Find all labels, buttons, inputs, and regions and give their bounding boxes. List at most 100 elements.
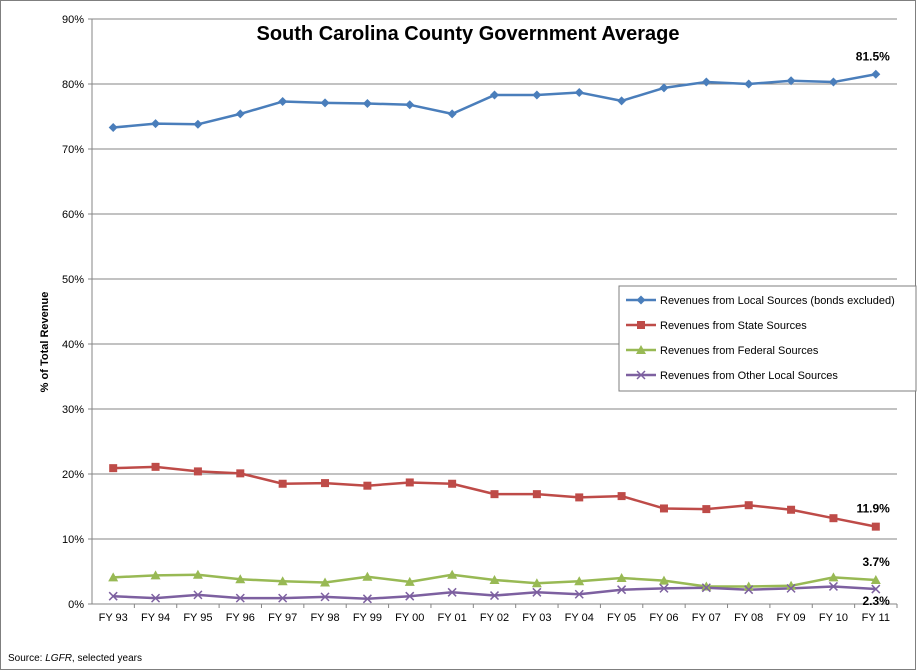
data-point (151, 119, 161, 129)
data-point (320, 577, 331, 587)
data-point (701, 581, 712, 591)
source-suffix: , selected years (71, 653, 142, 664)
x-tick-label: FY 95 (183, 612, 212, 624)
y-tick-labels: 0% 10% 20% 30% 40% 50% 60% 70% 80% 90% (62, 14, 84, 611)
data-point (659, 83, 669, 93)
data-point (362, 571, 373, 581)
data-point (744, 585, 754, 595)
source-note: Source: LGFR, selected years (8, 653, 142, 664)
data-point (108, 591, 118, 601)
x-tick-label: FY 07 (692, 612, 721, 624)
data-point (702, 505, 711, 514)
x-tick-label: FY 03 (522, 612, 551, 624)
y-tick-label: 10% (62, 534, 84, 546)
legend-box (618, 285, 917, 392)
data-point (193, 119, 203, 129)
data-labels: 81.5% 11.9% 3.7% 2.3% (856, 49, 890, 608)
marker-stroke (278, 593, 288, 603)
marker-stroke (659, 583, 669, 593)
data-point (828, 77, 838, 87)
x-tick-label: FY 02 (480, 612, 509, 624)
data-point (786, 76, 796, 86)
data-point (192, 569, 203, 579)
legend-entry: Revenues from Other Local Sources (660, 370, 838, 382)
data-point (701, 77, 711, 87)
marker-stroke (320, 592, 330, 602)
marker-stroke (489, 591, 500, 601)
data-point (744, 79, 754, 89)
marker-stroke (574, 589, 584, 599)
series-line-3 (113, 585, 876, 601)
series-markers (108, 69, 881, 604)
data-point (574, 87, 584, 97)
data-point (871, 69, 881, 79)
data-point (575, 493, 584, 502)
x-tick-label: FY 96 (226, 612, 255, 624)
data-point (447, 569, 458, 579)
data-point (405, 591, 415, 601)
marker-stroke (447, 587, 457, 597)
grid-lines (92, 18, 897, 540)
data-point (489, 574, 500, 584)
marker-stroke (235, 593, 245, 603)
y-tick-label: 30% (62, 404, 84, 416)
data-point (405, 478, 414, 487)
legend-entry: Revenues from Local Sources (bonds exclu… (660, 295, 895, 307)
source-name: LGFR (45, 653, 72, 664)
y-tick-label: 60% (62, 209, 84, 221)
y-tick-label: 90% (62, 14, 84, 26)
data-point (786, 583, 796, 593)
data-point (277, 576, 288, 586)
data-label-end: 3.7% (862, 555, 890, 569)
chart-title: South Carolina County Government Average (256, 23, 679, 45)
series-line-0 (113, 73, 877, 129)
data-point (659, 504, 668, 513)
y-tick-label: 50% (62, 274, 84, 286)
data-point (658, 575, 669, 585)
data-label-end: 11.9% (856, 502, 890, 516)
y-tick-label: 0% (68, 599, 84, 611)
data-point (490, 490, 499, 499)
marker-stroke (362, 594, 372, 604)
y-tick-label: 80% (62, 79, 84, 91)
x-tick-label: FY 11 (862, 612, 890, 624)
data-point (617, 585, 627, 595)
data-point (108, 123, 118, 133)
legend-marker (636, 370, 646, 380)
data-point (193, 590, 203, 600)
legend-marker (637, 321, 645, 329)
data-point (108, 572, 119, 582)
axes (88, 18, 898, 608)
data-point (278, 479, 287, 488)
data-point (150, 570, 161, 580)
x-tick-label: FY 00 (395, 612, 424, 624)
legend-entry: Revenues from State Sources (660, 320, 807, 332)
x-tick-label: FY 94 (141, 612, 170, 624)
marker-stroke (532, 587, 542, 597)
data-point (320, 592, 330, 602)
y-tick-label: 70% (62, 144, 84, 156)
legend-marker (636, 295, 646, 305)
data-point (701, 583, 711, 593)
x-tick-label: FY 05 (607, 612, 636, 624)
data-point (321, 479, 330, 488)
data-point (870, 574, 881, 584)
data-point (617, 492, 626, 501)
data-point (616, 573, 627, 582)
marker-stroke (151, 593, 161, 603)
data-point (236, 469, 245, 478)
data-point (363, 481, 372, 490)
data-point (151, 593, 161, 603)
data-point (278, 97, 288, 107)
data-point (659, 583, 669, 593)
data-point (109, 464, 118, 473)
marker-stroke (786, 583, 796, 593)
marker-stroke (744, 585, 754, 595)
data-point (532, 490, 541, 499)
marker-stroke (828, 581, 838, 591)
data-point (871, 522, 880, 531)
x-tick-label: FY 08 (734, 612, 763, 624)
x-tick-label: FY 04 (565, 612, 594, 624)
x-tick-label: FY 10 (819, 612, 848, 624)
